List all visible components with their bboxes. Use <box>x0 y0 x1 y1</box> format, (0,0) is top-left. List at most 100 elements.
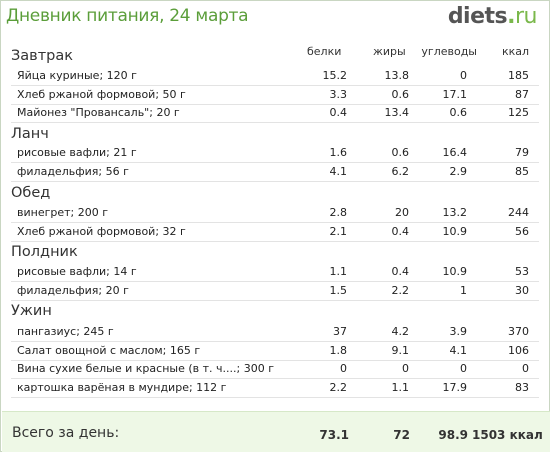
food-fat: 0 <box>402 362 409 376</box>
food-name: пангазиус; 245 г <box>17 325 114 338</box>
food-protein: 0.4 <box>329 106 348 120</box>
food-kcal: 185 <box>508 69 529 82</box>
food-kcal: 370 <box>508 325 529 338</box>
food-protein: 15.2 <box>322 69 348 82</box>
food-carbs: 10.9 <box>442 224 468 238</box>
food-name: Яйца куриные; 120 г <box>17 69 137 82</box>
food-protein: 4.1 <box>329 164 348 178</box>
meal-title: Обед <box>11 185 51 201</box>
food-carbs: 1 <box>460 283 467 297</box>
meal-title: Завтрак <box>11 48 74 64</box>
food-row[interactable]: картошка варёная в мундире; 112 г 2.2 1.1 1… <box>11 379 539 398</box>
site-logo[interactable]: diets.ru <box>447 4 538 29</box>
food-carbs: 0 <box>460 69 467 82</box>
total-kcal: 1503 ккал <box>472 428 543 442</box>
food-name: винегрет; 200 г <box>17 206 109 219</box>
food-name: рисовые вафли; 21 г <box>17 146 137 159</box>
food-protein: 1.6 <box>329 146 348 159</box>
food-kcal: 85 <box>515 164 529 178</box>
food-fat: 0.6 <box>391 87 410 101</box>
food-protein: 37 <box>333 325 347 338</box>
food-kcal: 244 <box>508 206 529 219</box>
food-row[interactable]: рисовые вафли; 14 г 1.1 0.4 10.9 53 <box>11 263 539 282</box>
food-protein: 2.1 <box>329 224 348 238</box>
food-kcal: 83 <box>515 380 529 394</box>
total-fat: 72 <box>393 428 410 442</box>
food-kcal: 106 <box>508 343 529 357</box>
daily-total: Всего за день: 73.1 72 98.9 1503 ккал <box>2 411 550 452</box>
col-kcal: ккал <box>501 45 529 58</box>
food-carbs: 0.6 <box>449 106 468 120</box>
food-row[interactable]: филадельфия; 56 г 4.1 6.2 2.9 85 <box>11 163 539 182</box>
food-name: Хлеб ржаной формовой; 50 г <box>17 87 186 101</box>
total-label: Всего за день: <box>12 425 120 441</box>
total-protein: 73.1 <box>319 428 349 442</box>
food-kcal: 79 <box>515 146 529 159</box>
food-fat: 1.1 <box>391 380 410 394</box>
food-name: картошка варёная в мундире; 112 г <box>17 380 227 394</box>
food-protein: 2.8 <box>329 206 348 219</box>
food-fat: 0.4 <box>391 265 410 278</box>
col-fat: жиры <box>373 45 406 58</box>
column-headers: белки жиры углеводы ккал <box>1 45 549 63</box>
food-protein: 1.5 <box>329 283 348 297</box>
logo-dot: . <box>507 4 515 29</box>
food-name: Салат овощной с маслом; 165 г <box>17 343 201 357</box>
food-name: Майонез "Провансаль"; 20 г <box>17 106 180 120</box>
header: Дневник питания, 24 марта diets.ru <box>1 1 549 37</box>
food-protein: 1.1 <box>329 265 348 278</box>
food-row[interactable]: Хлеб ржаной формовой; 32 г 2.1 0.4 10.9 56 <box>11 223 539 242</box>
food-fat: 9.1 <box>391 343 410 357</box>
food-kcal: 125 <box>508 106 529 120</box>
logo-tld: ru <box>515 4 538 29</box>
food-row[interactable]: Хлеб ржаной формовой; 50 г 3.3 0.6 17.1 87 <box>11 86 539 105</box>
food-row[interactable]: пангазиус; 245 г 37 4.2 3.9 370 <box>11 323 539 342</box>
food-fat: 0.4 <box>391 224 410 238</box>
food-fat: 6.2 <box>391 164 410 178</box>
food-row[interactable]: Вина сухие белые и красные (в т. ч....; … <box>11 360 539 380</box>
food-protein: 3.3 <box>329 87 348 101</box>
food-row[interactable]: Майонез "Провансаль"; 20 г 0.4 13.4 0.6 125 <box>11 104 539 124</box>
food-carbs: 10.9 <box>442 265 468 278</box>
food-protein: 0 <box>340 362 347 376</box>
food-kcal: 56 <box>515 224 529 238</box>
food-name: филадельфия; 56 г <box>17 164 129 178</box>
food-fat: 4.2 <box>391 325 410 338</box>
food-kcal: 0 <box>522 362 529 376</box>
meal-title: Полдник <box>11 244 78 260</box>
page-title: Дневник питания, 24 марта <box>6 6 249 26</box>
food-protein: 1.8 <box>329 343 348 357</box>
food-fat: 20 <box>395 206 409 219</box>
food-row[interactable]: филадельфия; 20 г 1.5 2.2 1 30 <box>11 282 539 301</box>
food-kcal: 87 <box>515 87 529 101</box>
food-fat: 13.4 <box>384 106 410 120</box>
food-carbs: 17.1 <box>442 87 468 101</box>
food-carbs: 2.9 <box>449 164 468 178</box>
food-kcal: 30 <box>515 283 529 297</box>
food-carbs: 3.9 <box>449 325 468 338</box>
food-fat: 13.8 <box>384 69 410 82</box>
food-row[interactable]: Яйца куриные; 120 г 15.2 13.8 0 185 <box>11 67 539 86</box>
logo-main: diets <box>447 4 508 29</box>
food-carbs: 17.9 <box>442 380 468 394</box>
food-name: филадельфия; 20 г <box>17 283 129 297</box>
food-name: Вина сухие белые и красные (в т. ч....; … <box>17 362 274 376</box>
food-carbs: 13.2 <box>442 206 468 219</box>
food-fat: 2.2 <box>391 283 410 297</box>
food-carbs: 4.1 <box>449 343 468 357</box>
food-name: Хлеб ржаной формовой; 32 г <box>17 224 186 238</box>
food-name: рисовые вафли; 14 г <box>17 265 137 278</box>
col-protein: белки <box>307 45 342 58</box>
total-carbs: 98.9 <box>438 428 468 442</box>
meal-title: Ужин <box>11 303 52 319</box>
food-row[interactable]: винегрет; 200 г 2.8 20 13.2 244 <box>11 204 539 223</box>
food-fat: 0.6 <box>391 146 410 159</box>
food-protein: 2.2 <box>329 380 348 394</box>
food-carbs: 0 <box>460 362 467 376</box>
food-row[interactable]: рисовые вафли; 21 г 1.6 0.6 16.4 79 <box>11 144 539 163</box>
food-carbs: 16.4 <box>442 146 468 159</box>
col-carbs: углеводы <box>421 45 477 58</box>
food-kcal: 53 <box>515 265 529 278</box>
food-row[interactable]: Салат овощной с маслом; 165 г 1.8 9.1 4.1 10… <box>11 342 539 361</box>
